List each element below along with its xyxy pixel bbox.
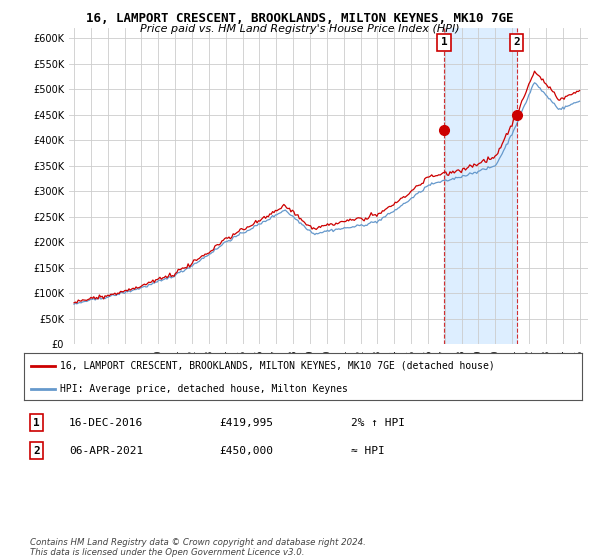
- Bar: [444, 28, 517, 344]
- Text: £450,000: £450,000: [219, 446, 273, 456]
- Text: ≈ HPI: ≈ HPI: [351, 446, 385, 456]
- Text: 1: 1: [33, 418, 40, 428]
- Text: HPI: Average price, detached house, Milton Keynes: HPI: Average price, detached house, Milt…: [60, 385, 348, 394]
- Text: £419,995: £419,995: [219, 418, 273, 428]
- Text: Price paid vs. HM Land Registry's House Price Index (HPI): Price paid vs. HM Land Registry's House …: [140, 24, 460, 34]
- Text: 2% ↑ HPI: 2% ↑ HPI: [351, 418, 405, 428]
- Text: Contains HM Land Registry data © Crown copyright and database right 2024.
This d: Contains HM Land Registry data © Crown c…: [30, 538, 366, 557]
- Text: 16-DEC-2016: 16-DEC-2016: [69, 418, 143, 428]
- Text: 1: 1: [441, 38, 448, 47]
- Text: 16, LAMPORT CRESCENT, BROOKLANDS, MILTON KEYNES, MK10 7GE (detached house): 16, LAMPORT CRESCENT, BROOKLANDS, MILTON…: [60, 361, 495, 371]
- Text: 2: 2: [33, 446, 40, 456]
- Text: 16, LAMPORT CRESCENT, BROOKLANDS, MILTON KEYNES, MK10 7GE: 16, LAMPORT CRESCENT, BROOKLANDS, MILTON…: [86, 12, 514, 25]
- Text: 06-APR-2021: 06-APR-2021: [69, 446, 143, 456]
- Text: 2: 2: [514, 38, 520, 47]
